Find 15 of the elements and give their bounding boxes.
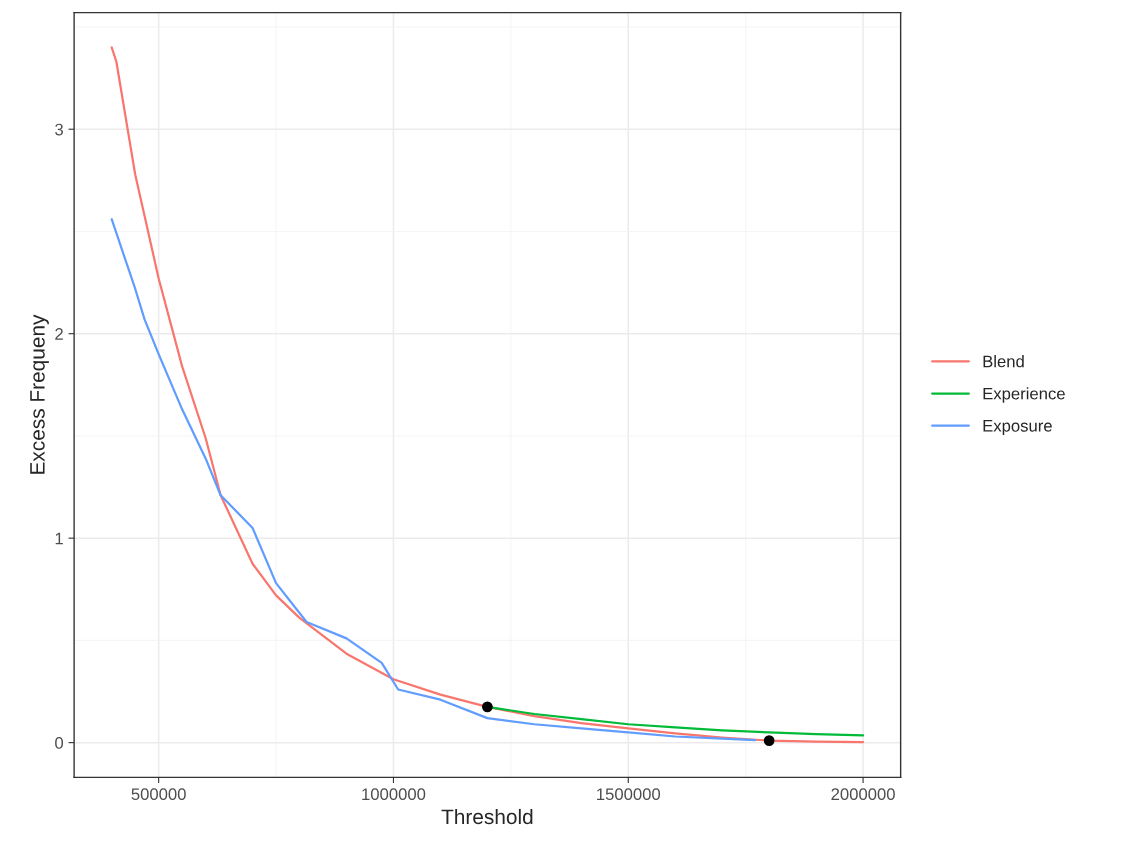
x-tick-label: 1000000 <box>362 788 426 801</box>
y-tick-label: 0 <box>55 737 64 749</box>
legend-label: Experience <box>983 387 1065 403</box>
x-tick-label: 500000 <box>131 788 186 801</box>
legend-label: Blend <box>983 355 1024 368</box>
y-tick-label: 2 <box>55 328 63 340</box>
line-series <box>110 218 757 742</box>
y-axis-title: Excess Frequeny <box>30 314 49 474</box>
y-tick-label: 1 <box>55 532 63 545</box>
x-tick-label: 2000000 <box>831 788 895 801</box>
legend-label: Exposure <box>983 420 1052 436</box>
x-axis-title: Threshold <box>441 808 533 825</box>
y-tick-label: 3 <box>55 123 63 136</box>
x-tick-label: 1500000 <box>597 788 661 801</box>
line-series <box>110 46 865 744</box>
